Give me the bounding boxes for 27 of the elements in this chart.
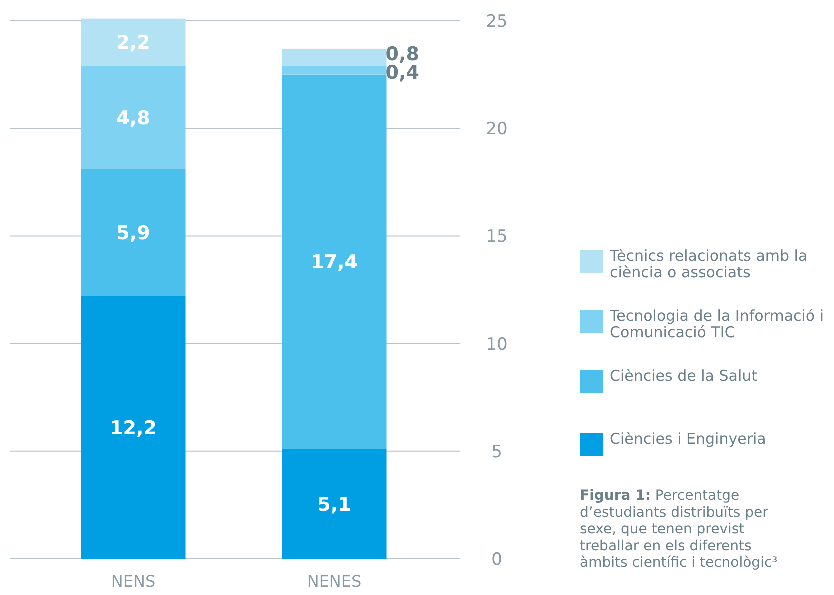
- y-tick-label: 20: [486, 120, 508, 140]
- legend-label: Tècnics relacionats amb la ciència o associats: [609, 247, 808, 282]
- bar: [282, 74, 387, 450]
- bar: [282, 48, 387, 66]
- bar: [282, 449, 387, 559]
- x-tick-label: NENES: [307, 572, 362, 591]
- data-label: 5,1: [318, 494, 352, 516]
- data-label: 2,2: [116, 32, 150, 54]
- legend-label: Ciències de la Salut: [610, 367, 758, 385]
- data-label: 17,4: [311, 252, 358, 274]
- y-tick-label: 5: [492, 442, 502, 462]
- legend-label: Tecnologia de la Informació i Comunicació TIC: [609, 307, 824, 342]
- data-label: 12,2: [110, 417, 157, 440]
- y-tick-label: 15: [486, 227, 508, 248]
- text: Figura 1: Percentatge d’estudiants distribuïts per sexe, que tenen previst treballar en els diferents àmbits científic i tecnològic³: [580, 488, 778, 572]
- x-tick-label: NENS: [111, 572, 156, 591]
- legend-label: Ciències i Enginyeria: [610, 430, 766, 448]
- data-label: 5,9: [116, 222, 150, 245]
- bar: [282, 66, 387, 75]
- bar: [81, 18, 186, 66]
- y-tick-label: 0: [492, 550, 502, 570]
- bar: [81, 66, 186, 170]
- bar: [81, 169, 186, 296]
- y-tick-label: 10: [486, 334, 508, 355]
- bar: [81, 296, 186, 559]
- y-tick-label: 25: [486, 12, 508, 32]
- data-label: 4,8: [116, 107, 150, 130]
